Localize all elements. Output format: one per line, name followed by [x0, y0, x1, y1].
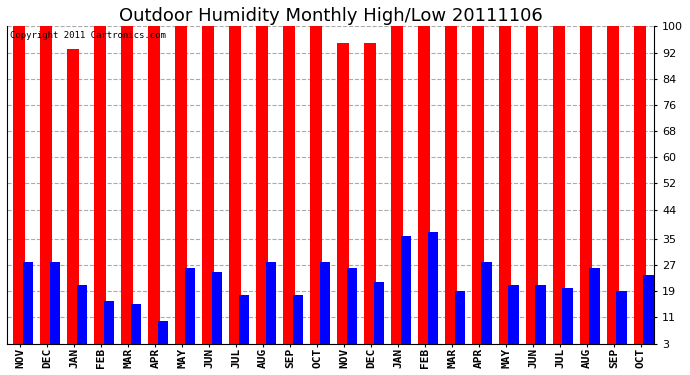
Bar	[509, 285, 519, 354]
Bar	[633, 27, 646, 354]
Bar	[589, 268, 600, 354]
Bar	[13, 27, 25, 354]
Bar	[643, 275, 653, 354]
Bar	[499, 27, 511, 354]
Bar	[50, 262, 60, 354]
Bar	[417, 27, 430, 354]
Bar	[580, 27, 592, 354]
Bar	[266, 262, 276, 354]
Bar	[310, 27, 322, 354]
Bar	[472, 27, 484, 354]
Bar	[23, 262, 33, 354]
Bar	[562, 288, 573, 354]
Bar	[256, 27, 268, 354]
Bar	[77, 285, 87, 354]
Bar	[444, 27, 457, 354]
Bar	[616, 291, 627, 354]
Bar	[283, 27, 295, 354]
Bar	[212, 272, 222, 354]
Bar	[148, 27, 160, 354]
Text: Copyright 2011 Cartronics.com: Copyright 2011 Cartronics.com	[10, 31, 166, 40]
Bar	[455, 291, 465, 354]
Bar	[428, 232, 437, 354]
Bar	[607, 27, 619, 354]
Bar	[121, 27, 133, 354]
Bar	[104, 301, 114, 354]
Bar	[482, 262, 492, 354]
Title: Outdoor Humidity Monthly High/Low 20111106: Outdoor Humidity Monthly High/Low 201111…	[119, 7, 542, 25]
Bar	[319, 262, 330, 354]
Bar	[67, 50, 79, 354]
Bar	[373, 282, 384, 354]
Bar	[229, 27, 241, 354]
Bar	[364, 43, 376, 354]
Bar	[337, 43, 349, 354]
Bar	[94, 27, 106, 354]
Bar	[535, 285, 546, 354]
Bar	[526, 27, 538, 354]
Bar	[401, 236, 411, 354]
Bar	[40, 27, 52, 354]
Bar	[175, 27, 187, 354]
Bar	[131, 304, 141, 354]
Bar	[293, 295, 303, 354]
Bar	[158, 321, 168, 354]
Bar	[185, 268, 195, 354]
Bar	[239, 295, 249, 354]
Bar	[391, 27, 403, 354]
Bar	[202, 27, 214, 354]
Bar	[346, 268, 357, 354]
Bar	[553, 27, 564, 354]
